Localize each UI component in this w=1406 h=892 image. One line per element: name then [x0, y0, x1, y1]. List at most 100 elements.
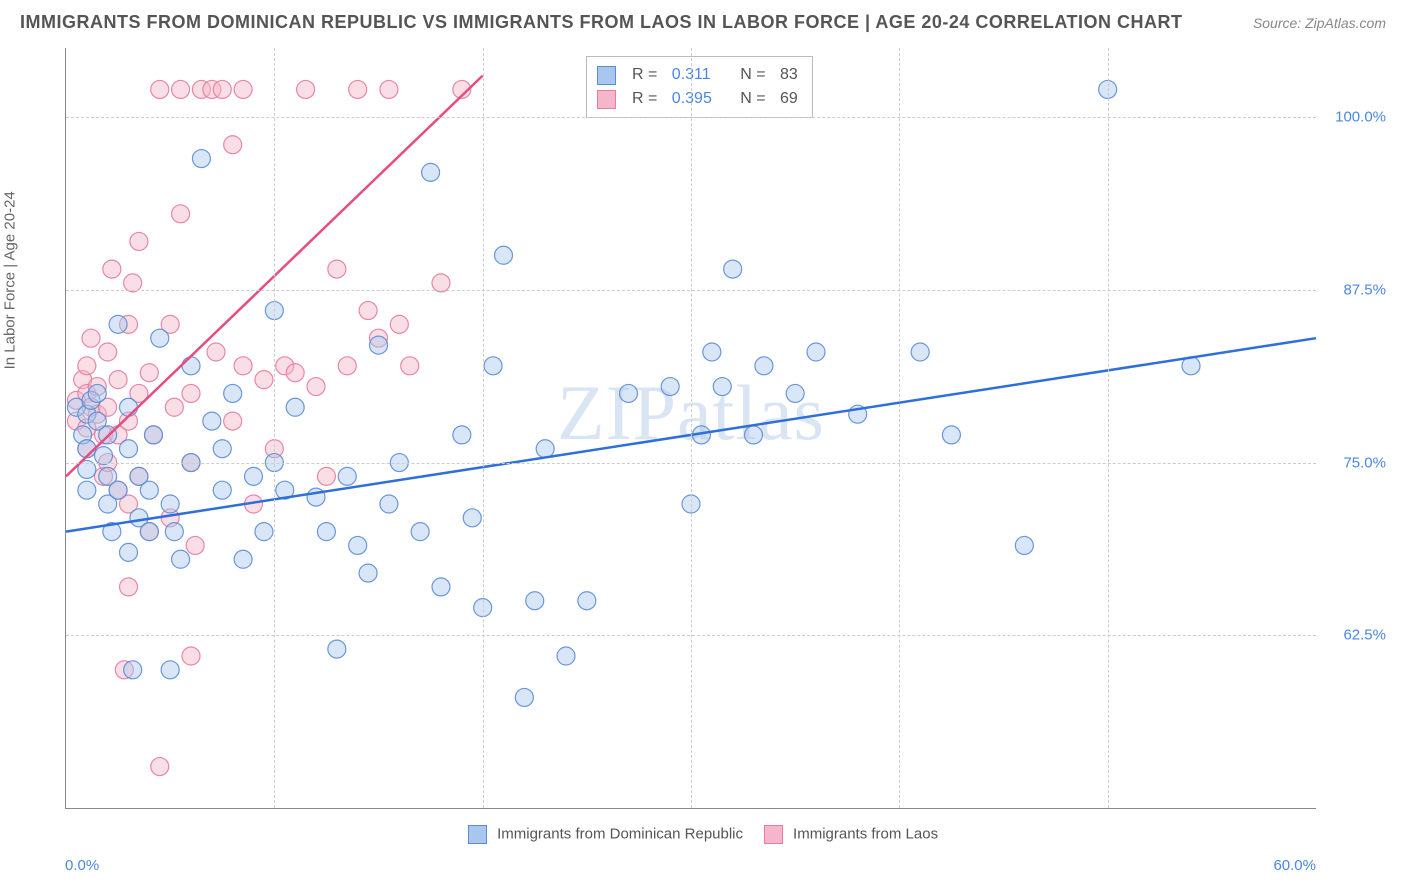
data-point — [109, 315, 127, 333]
data-point — [172, 80, 190, 98]
bottom-legend: Immigrants from Dominican Republic Immig… — [20, 825, 1386, 844]
data-point — [370, 336, 388, 354]
data-point — [120, 398, 138, 416]
data-point — [713, 378, 731, 396]
data-point — [99, 343, 117, 361]
data-point — [140, 481, 158, 499]
data-point — [109, 371, 127, 389]
data-point — [911, 343, 929, 361]
data-point — [380, 80, 398, 98]
data-point — [328, 260, 346, 278]
bottom-swatch-1 — [764, 825, 783, 844]
data-point — [186, 536, 204, 554]
data-point — [88, 384, 106, 402]
data-point — [526, 592, 544, 610]
data-point — [82, 329, 100, 347]
data-point — [182, 357, 200, 375]
v-gridline — [691, 48, 692, 808]
data-point — [745, 426, 763, 444]
source-label: Source: ZipAtlas.com — [1253, 15, 1386, 31]
data-point — [411, 523, 429, 541]
data-point — [213, 440, 231, 458]
data-point — [145, 426, 163, 444]
data-point — [103, 260, 121, 278]
data-point — [463, 509, 481, 527]
data-point — [286, 364, 304, 382]
series-name-0: Immigrants from Dominican Republic — [497, 825, 743, 842]
data-point — [161, 661, 179, 679]
data-point — [207, 343, 225, 361]
data-point — [224, 384, 242, 402]
data-point — [453, 426, 471, 444]
y-tick-label: 87.5% — [1326, 281, 1386, 298]
data-point — [109, 481, 127, 499]
data-point — [140, 523, 158, 541]
data-point — [130, 232, 148, 250]
data-point — [255, 523, 273, 541]
v-gridline — [483, 48, 484, 808]
data-point — [380, 495, 398, 513]
v-gridline — [899, 48, 900, 808]
x-axis-end: 60.0% — [1273, 857, 1316, 874]
data-point — [620, 384, 638, 402]
data-point — [224, 136, 242, 154]
data-point — [578, 592, 596, 610]
data-point — [432, 578, 450, 596]
data-point — [317, 523, 335, 541]
data-point — [172, 205, 190, 223]
data-point — [286, 398, 304, 416]
data-point — [255, 371, 273, 389]
data-point — [484, 357, 502, 375]
chart-area: In Labor Force | Age 20-24 ZIPatlas R = … — [20, 48, 1386, 852]
data-point — [807, 343, 825, 361]
chart-title: IMMIGRANTS FROM DOMINICAN REPUBLIC VS IM… — [20, 12, 1183, 33]
data-point — [661, 378, 679, 396]
data-point — [213, 80, 231, 98]
y-tick-label: 100.0% — [1326, 109, 1386, 126]
data-point — [422, 163, 440, 181]
data-point — [140, 364, 158, 382]
v-gridline — [274, 48, 275, 808]
data-point — [349, 536, 367, 554]
data-point — [1015, 536, 1033, 554]
data-point — [245, 467, 263, 485]
data-point — [557, 647, 575, 665]
data-point — [234, 80, 252, 98]
data-point — [359, 564, 377, 582]
data-point — [703, 343, 721, 361]
bottom-swatch-0 — [468, 825, 487, 844]
data-point — [338, 357, 356, 375]
data-point — [124, 661, 142, 679]
data-point — [297, 80, 315, 98]
data-point — [120, 440, 138, 458]
data-point — [234, 357, 252, 375]
data-point — [182, 384, 200, 402]
data-point — [151, 80, 169, 98]
data-point — [120, 543, 138, 561]
data-point — [755, 357, 773, 375]
data-point — [161, 495, 179, 513]
y-tick-label: 62.5% — [1326, 627, 1386, 644]
data-point — [224, 412, 242, 430]
data-point — [328, 640, 346, 658]
data-point — [724, 260, 742, 278]
data-point — [359, 302, 377, 320]
header-bar: IMMIGRANTS FROM DOMINICAN REPUBLIC VS IM… — [0, 0, 1406, 41]
data-point — [182, 647, 200, 665]
data-point — [203, 412, 221, 430]
data-point — [942, 426, 960, 444]
data-point — [192, 150, 210, 168]
data-point — [234, 550, 252, 568]
data-point — [390, 315, 408, 333]
data-point — [165, 523, 183, 541]
data-point — [495, 246, 513, 264]
data-point — [401, 357, 419, 375]
data-point — [120, 578, 138, 596]
data-point — [317, 467, 335, 485]
data-point — [536, 440, 554, 458]
x-axis-start: 0.0% — [65, 857, 99, 874]
data-point — [78, 481, 96, 499]
data-point — [172, 550, 190, 568]
data-point — [338, 467, 356, 485]
v-gridline — [1108, 48, 1109, 808]
